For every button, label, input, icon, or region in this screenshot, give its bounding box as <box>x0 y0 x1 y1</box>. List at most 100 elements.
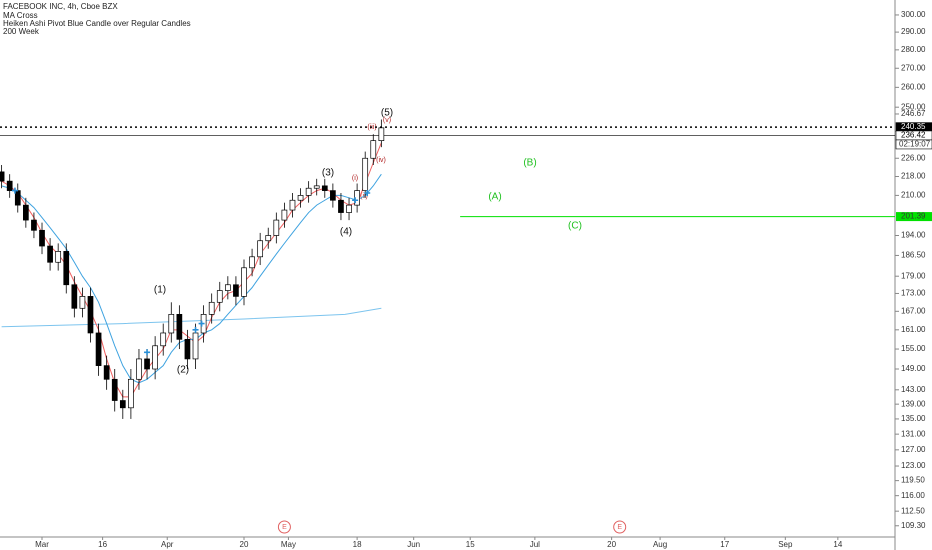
countdown: 02:19:07 <box>899 140 931 149</box>
y-tick-label: 109.30 <box>901 521 926 530</box>
candle-body <box>273 219 280 236</box>
candle-body <box>111 378 118 401</box>
event-marker <box>613 520 627 534</box>
x-tick-label: 18 <box>353 540 362 549</box>
y-tick-label: 226.00 <box>901 153 926 162</box>
candle-body <box>136 358 142 380</box>
wave-label: (2) <box>177 365 189 376</box>
candle-body <box>160 332 167 347</box>
corrective-label: (B) <box>523 158 536 169</box>
ma-200-week <box>1 307 382 328</box>
candle-body <box>184 338 191 360</box>
candle-body <box>119 400 126 409</box>
y-tick-label: 155.00 <box>901 344 926 353</box>
candle-body <box>103 365 110 380</box>
y-tick-label: 179.00 <box>901 271 926 280</box>
y-tick-label: 135.00 <box>901 414 926 423</box>
y-tick-label: 260.00 <box>901 82 926 91</box>
y-tick-label: 119.50 <box>901 476 925 485</box>
candle-body <box>168 314 175 334</box>
y-tick-label: 246.67 <box>901 109 926 118</box>
candle-body <box>192 332 199 360</box>
y-tick-label: 143.00 <box>901 385 926 394</box>
x-tick-label: 14 <box>833 540 842 549</box>
corrective-label: (C) <box>568 221 582 232</box>
candle-body <box>241 267 247 297</box>
x-tick-label: 15 <box>466 540 475 549</box>
candle-body <box>176 314 183 340</box>
candle-body <box>79 296 86 309</box>
candle-body <box>321 185 328 191</box>
x-tick-label: 17 <box>720 540 729 549</box>
candle-body <box>128 378 134 409</box>
x-tick-label: Jun <box>407 540 420 549</box>
event-label: E <box>282 524 287 531</box>
x-tick-label: Sep <box>778 540 793 549</box>
signal-cross <box>144 349 151 356</box>
study-label: MA Cross <box>3 11 38 20</box>
x-tick-label: Apr <box>161 540 174 549</box>
candle-body <box>362 157 369 191</box>
subwave-label: (v) <box>383 117 391 124</box>
study-label: 200 Week <box>3 27 40 36</box>
candle-body <box>152 345 158 370</box>
y-tick-label: 270.00 <box>901 63 926 72</box>
event-label: E <box>617 524 622 531</box>
signal-cross <box>11 187 18 194</box>
x-tick-label: 20 <box>240 540 249 549</box>
x-tick-label: Jul <box>530 540 540 549</box>
y-tick-label: 112.50 <box>901 506 925 515</box>
x-tick-label: 16 <box>98 540 107 549</box>
countdown-box <box>895 139 932 150</box>
y-tick-label: 116.00 <box>901 491 925 500</box>
signal-cross <box>364 189 371 196</box>
wave-label: (5) <box>381 108 393 119</box>
candle-body <box>265 235 272 242</box>
y-tick-label: 300.00 <box>901 10 926 19</box>
candle-body <box>346 204 352 213</box>
candle-body <box>257 240 264 258</box>
candle-body <box>63 251 70 286</box>
candle-body <box>95 332 102 366</box>
corrective-label: (A) <box>488 192 501 203</box>
candle-body <box>87 296 94 334</box>
candle-body <box>281 209 288 221</box>
y-tick-label: 250.00 <box>901 102 926 111</box>
subwave-label: (i) <box>352 175 358 182</box>
x-tick-label: May <box>281 540 296 549</box>
candle-body <box>330 190 336 201</box>
price-tag-label: 236.42 <box>901 131 926 140</box>
wave-label: (1) <box>154 285 166 296</box>
y-tick-label: 280.00 <box>901 45 926 54</box>
target-tag <box>896 212 932 222</box>
event-marker <box>277 520 291 534</box>
candle-body <box>6 180 13 191</box>
study-label: Heiken Ashi Pivot Blue Candle over Regul… <box>3 19 191 28</box>
y-tick-label: 161.00 <box>901 325 926 334</box>
candle-body <box>71 284 78 309</box>
x-tick-label: Mar <box>35 540 49 549</box>
candle-body <box>55 251 62 263</box>
candle-body <box>14 190 21 206</box>
wave-label: (4) <box>340 227 352 238</box>
ma-line <box>1 173 382 384</box>
candle-body <box>313 185 320 189</box>
candle-body <box>47 245 53 263</box>
y-tick-label: 131.00 <box>901 429 926 438</box>
subwave-label: (iv) <box>376 157 386 164</box>
candle-body <box>370 140 377 159</box>
y-tick-label: 218.00 <box>901 172 926 181</box>
candle-body <box>39 229 45 247</box>
candle-body <box>0 171 5 182</box>
candle-body <box>289 199 296 211</box>
candle-body <box>31 219 37 231</box>
y-tick-label: 149.00 <box>901 364 926 373</box>
y-tick-label: 139.00 <box>901 399 926 408</box>
candle-body <box>208 301 215 315</box>
candle-body <box>224 284 231 291</box>
candle-body <box>23 204 29 221</box>
candle-body <box>144 358 150 370</box>
candle-body <box>305 187 312 196</box>
price-tag-label: 240.35 <box>901 122 926 131</box>
signal-cross <box>198 320 205 327</box>
